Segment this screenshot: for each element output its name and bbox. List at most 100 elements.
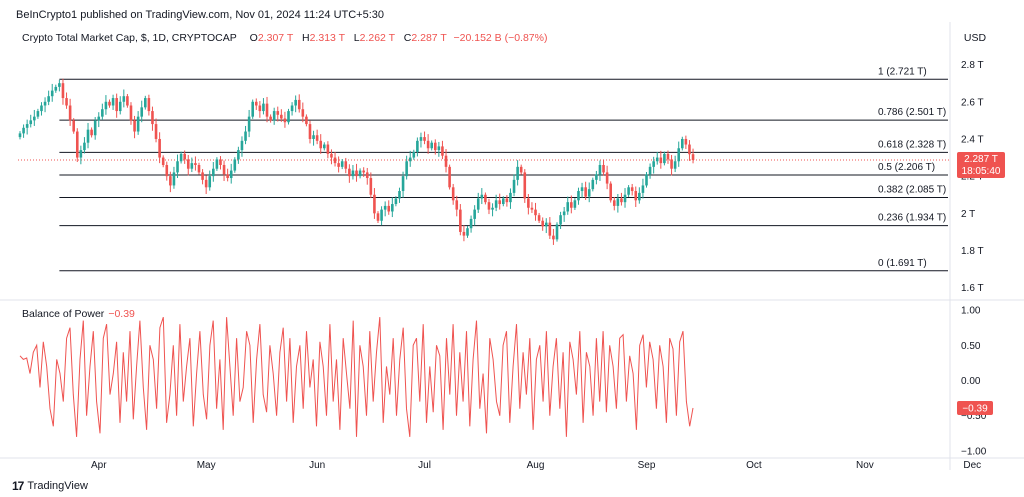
candle-body — [158, 138, 161, 158]
candle-body — [509, 192, 512, 203]
candle-body — [79, 150, 83, 158]
candle-body — [480, 194, 484, 199]
fib-level-label: 0.236 (1.934 T) — [878, 213, 946, 224]
candle-body — [433, 142, 437, 151]
candle-body — [645, 174, 648, 186]
candle-body — [609, 183, 612, 201]
candle-body — [40, 105, 43, 112]
bop-tick-label: −1.00 — [961, 446, 987, 457]
candle-body — [147, 98, 151, 112]
candle-body — [648, 166, 652, 175]
candle-body — [562, 211, 566, 216]
candle-body — [258, 105, 262, 112]
candle-body — [118, 101, 122, 112]
candle-body — [237, 150, 240, 160]
candle-body — [154, 124, 158, 139]
bop-tick-label: −0.50 — [961, 411, 987, 422]
bop-tick-label: 0.00 — [961, 376, 981, 387]
candle-body — [416, 140, 419, 152]
candle-body — [75, 131, 79, 158]
candle-body — [229, 170, 233, 179]
candle-body — [201, 172, 204, 180]
candle-body — [612, 200, 616, 206]
candle-body — [655, 157, 659, 162]
bop-title[interactable]: Balance of Power — [22, 308, 105, 320]
candle-body — [412, 151, 416, 158]
candle-body — [541, 220, 544, 227]
candle-body — [423, 137, 426, 141]
candle-body — [90, 129, 93, 136]
candle-body — [297, 99, 301, 110]
candle-body — [691, 154, 695, 160]
candle-body — [61, 83, 65, 99]
candle-body — [537, 215, 541, 221]
candle-body — [595, 174, 598, 180]
candle-body — [387, 205, 391, 212]
candle-body — [319, 140, 323, 149]
candle-body — [190, 163, 194, 169]
candle-body — [659, 157, 663, 164]
symbol-legend: Crypto Total Market Cap, $, 1D, CRYPTOCA… — [22, 32, 547, 44]
candle-body — [459, 209, 462, 232]
bop-badge-value: −0.39 — [962, 403, 988, 414]
fib-level-label: 0.618 (2.328 T) — [878, 139, 946, 150]
candle-body — [405, 161, 408, 177]
candle-body — [394, 198, 398, 205]
candle-body — [226, 174, 229, 179]
candle-body — [348, 168, 351, 177]
candle-body — [240, 140, 244, 151]
candle-body — [591, 179, 595, 190]
candle-body — [573, 200, 577, 208]
candle-body — [512, 179, 516, 193]
candle-body — [476, 198, 480, 210]
currency-selector[interactable]: USD — [963, 32, 987, 44]
candle-body — [323, 144, 326, 149]
candle-body — [469, 218, 473, 229]
candle-body — [376, 213, 380, 221]
candle-body — [330, 153, 333, 158]
time-tick-label: May — [197, 460, 216, 471]
candle-body — [391, 204, 394, 212]
candle-body — [426, 140, 430, 149]
candle-body — [262, 103, 265, 112]
candle-body — [326, 144, 330, 154]
candle-body — [362, 170, 365, 173]
last-price-value: 2.287 T — [964, 154, 998, 165]
candle-body — [25, 124, 29, 128]
candle-body — [605, 172, 609, 184]
candle-body — [473, 209, 476, 219]
tradingview-brand: TradingView — [27, 480, 88, 492]
symbol-name[interactable]: Crypto Total Market Cap, $, 1D, CRYPTOCA… — [22, 32, 237, 44]
candle-body — [165, 164, 169, 177]
candle-body — [663, 153, 666, 164]
candle-body — [398, 191, 401, 199]
candle-body — [455, 200, 459, 210]
candle-body — [312, 135, 315, 139]
candle-body — [194, 163, 197, 165]
candle-body — [523, 172, 527, 199]
candle-body — [50, 90, 54, 97]
tradingview-logo[interactable]: 17 TradingView — [12, 479, 88, 493]
price-tick-label: 2 T — [961, 209, 975, 220]
low-value: 2.262 T — [359, 32, 395, 44]
close-value: 2.287 T — [411, 32, 447, 44]
candle-body — [638, 192, 641, 201]
bop-value-badge — [957, 400, 993, 415]
candle-body — [183, 153, 186, 160]
candle-body — [43, 101, 47, 106]
candle-body — [516, 166, 519, 180]
candle-body — [670, 159, 673, 169]
candle-body — [684, 138, 688, 145]
candle-body — [208, 176, 212, 188]
candle-body — [437, 146, 441, 151]
candle-body — [72, 120, 75, 132]
time-tick-label: Oct — [746, 460, 762, 471]
tradingview-logo-icon: 17 — [12, 479, 24, 493]
fib-level-label: 0.382 (2.085 T) — [878, 185, 946, 196]
fib-level-label: 0.5 (2.206 T) — [878, 162, 935, 173]
candle-body — [555, 224, 559, 240]
candle-body — [115, 98, 118, 112]
candle-body — [484, 194, 487, 203]
